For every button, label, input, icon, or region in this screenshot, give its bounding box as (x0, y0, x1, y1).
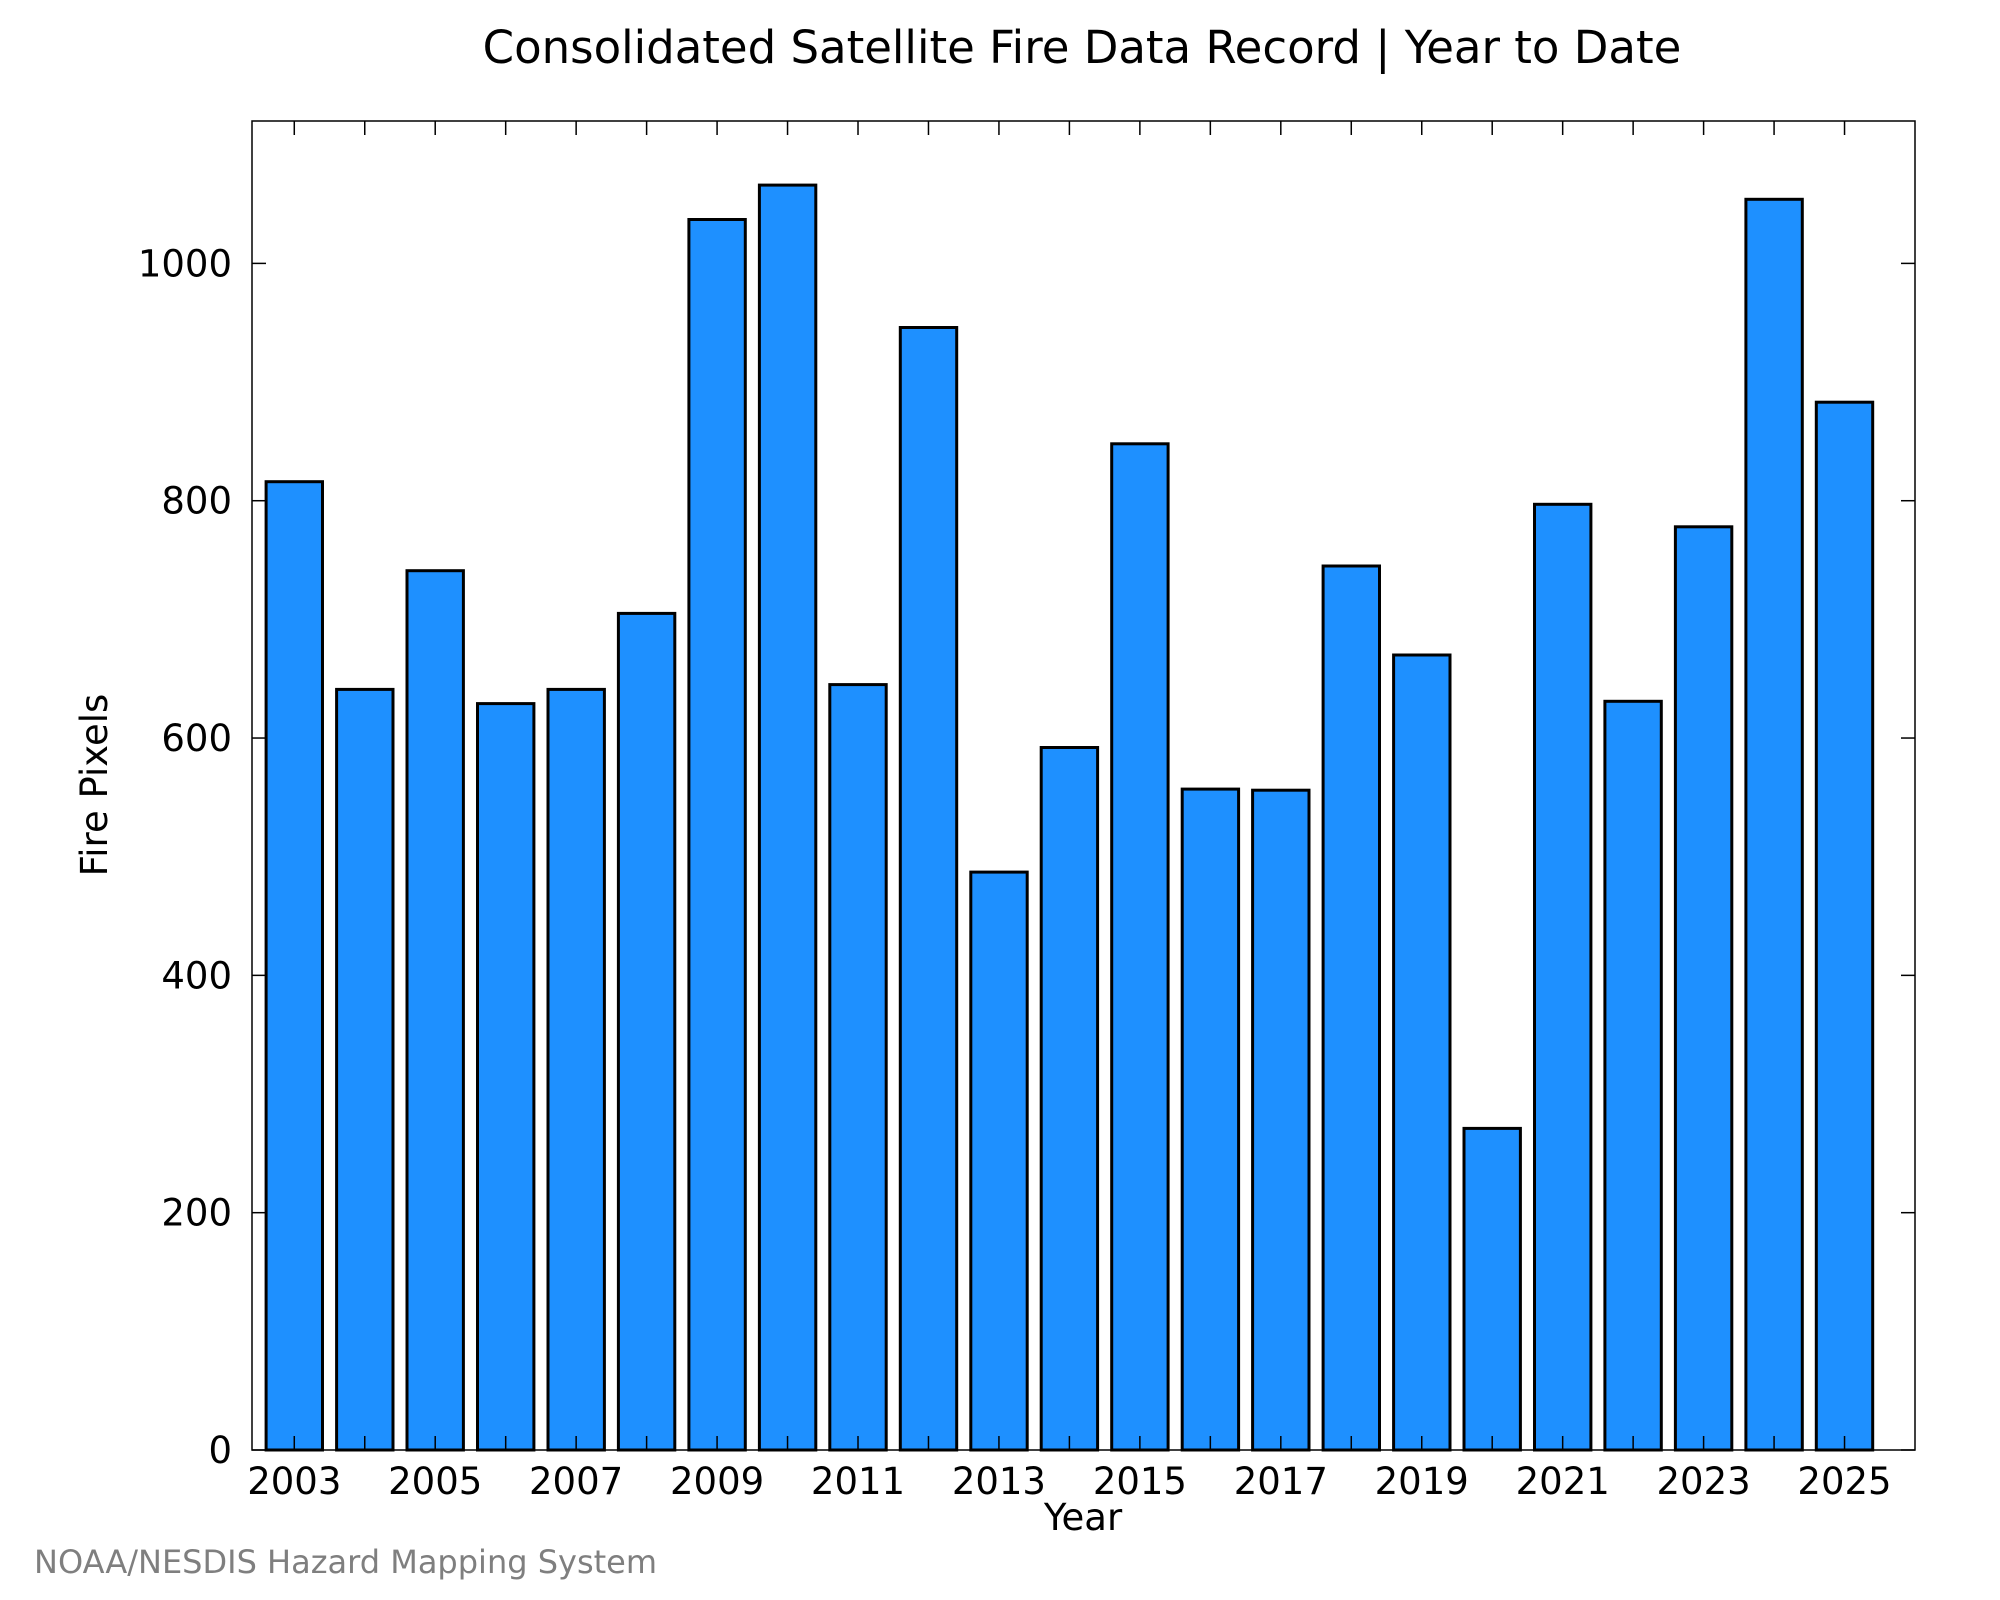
bar-2014 (1039, 746, 1100, 1452)
bar-2016 (1180, 787, 1241, 1452)
bar-2023 (1673, 525, 1734, 1452)
bar-2003 (264, 480, 325, 1452)
bar-2004 (335, 687, 395, 1452)
x-tick-label-2009: 2009 (670, 1460, 764, 1503)
bar-2025 (1814, 400, 1875, 1452)
bar-2008 (616, 611, 677, 1452)
chart-title: Consolidated Satellite Fire Data Record … (483, 21, 1682, 74)
x-axis-label: Year (1043, 1496, 1123, 1539)
x-tick-labels: 2003 2005 2007 2009 2011 2013 2015 2017 2019 2021… (247, 1460, 1891, 1503)
x-tick-label-2015: 2015 (1093, 1460, 1187, 1503)
bar-2009 (687, 218, 747, 1452)
bar-2021 (1533, 502, 1593, 1452)
bar-2012 (898, 326, 959, 1452)
x-tick-label-2023: 2023 (1657, 1460, 1751, 1503)
bars-layer (264, 183, 1875, 1452)
y-tick-label-800: 800 (161, 480, 232, 523)
x-tick-label-2003: 2003 (247, 1460, 341, 1503)
bar-2006 (476, 702, 536, 1452)
y-tick-label-1000: 1000 (138, 242, 232, 285)
x-tick-label-2019: 2019 (1375, 1460, 1469, 1503)
x-tick-label-2017: 2017 (1234, 1460, 1328, 1503)
bar-2019 (1392, 653, 1452, 1452)
bar-2011 (828, 683, 888, 1452)
ticks-layer (252, 121, 1915, 1451)
y-tick-label-0: 0 (208, 1429, 232, 1472)
bar-2010 (757, 183, 818, 1452)
y-tick-label-400: 400 (161, 954, 232, 997)
x-tick-label-2025: 2025 (1797, 1460, 1891, 1503)
y-tick-label-600: 600 (161, 717, 232, 760)
x-tick-label-2007: 2007 (529, 1460, 623, 1503)
bar-2015 (1110, 442, 1170, 1452)
x-tick-label-2021: 2021 (1516, 1460, 1610, 1503)
bar-2013 (969, 870, 1029, 1452)
y-tick-labels: 0 200 400 600 800 1000 (138, 242, 232, 1472)
x-tick-label-2013: 2013 (952, 1460, 1046, 1503)
bar-2007 (546, 687, 606, 1452)
bar-2024 (1744, 197, 1804, 1452)
source-credit: NOAA/NESDIS Hazard Mapping System (34, 1543, 657, 1581)
plot-frame (251, 120, 1916, 1451)
bar-2017 (1251, 788, 1311, 1452)
bar-2020 (1462, 1126, 1522, 1452)
bar-2022 (1603, 699, 1663, 1452)
bar-2005 (405, 569, 465, 1452)
x-tick-label-2011: 2011 (811, 1460, 905, 1503)
x-tick-label-2005: 2005 (388, 1460, 482, 1503)
y-axis-label: Fire Pixels (73, 694, 116, 877)
bar-2018 (1321, 564, 1381, 1452)
y-tick-label-200: 200 (161, 1192, 232, 1235)
